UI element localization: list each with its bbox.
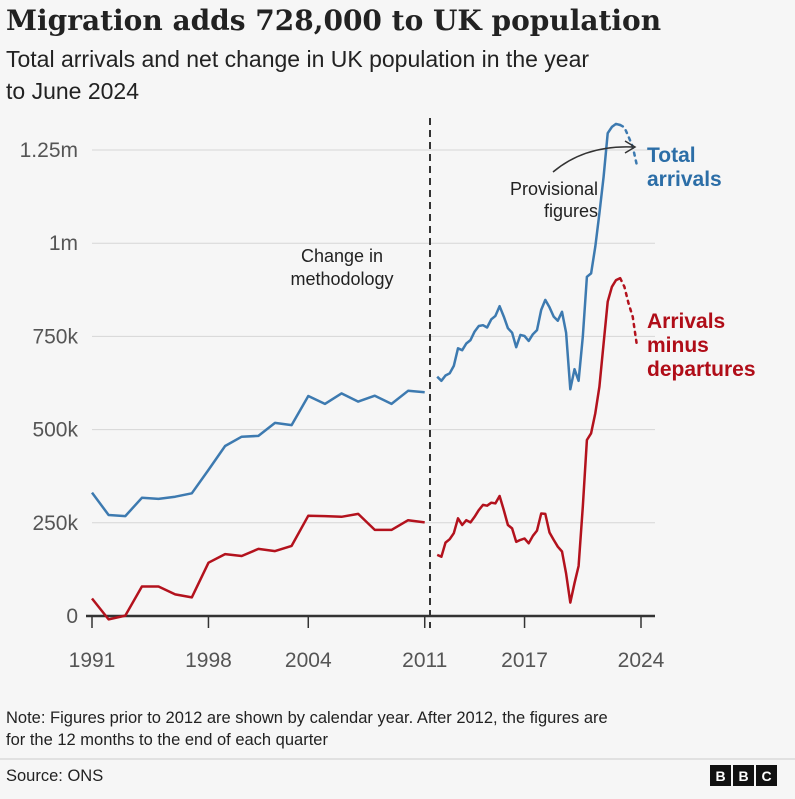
y-tick-label: 750k (32, 325, 78, 348)
svg-text:B: B (738, 768, 748, 784)
x-tick-label: 1998 (185, 649, 232, 672)
total-arrivals-line-quarterly (436, 122, 621, 391)
methodology-annotation: methodology (290, 269, 393, 289)
net-migration-label: minus (647, 334, 709, 357)
y-axis: 0 250k 500k 750k 1m 1.25m (20, 139, 79, 628)
y-tick-label: 500k (32, 419, 78, 442)
methodology-annotation: Change in (301, 246, 383, 266)
y-tick-label: 1m (49, 232, 78, 255)
net-migration-line-calendar-year (91, 512, 425, 621)
net-migration-label: Arrivals (647, 310, 725, 333)
total-arrivals-line-provisional (618, 123, 639, 167)
y-tick-label: 250k (32, 512, 78, 535)
y-tick-label: 0 (66, 605, 78, 628)
x-tick-label: 1991 (69, 649, 116, 672)
total-arrivals-line-calendar-year (90, 389, 425, 518)
x-tick-label: 2004 (285, 649, 332, 672)
bbc-logo: B B C (710, 765, 777, 786)
net-migration-line-provisional (618, 276, 639, 346)
source-label: Source: ONS (6, 767, 103, 785)
net-migration-label: departures (647, 358, 756, 381)
svg-text:B: B (715, 768, 725, 784)
total-arrivals-label: arrivals (647, 168, 722, 191)
x-tick-label: 2024 (618, 649, 665, 672)
provisional-arrow (552, 146, 634, 173)
x-tick-label: 2011 (402, 649, 447, 672)
series-lines (90, 122, 639, 621)
chart-subtitle-line1: Total arrivals and net change in UK popu… (6, 46, 589, 72)
provisional-annotation: Provisional (510, 179, 598, 199)
net-migration-line-quarterly (436, 277, 621, 604)
total-arrivals-label: Total (647, 144, 696, 167)
x-tick-label: 2017 (501, 649, 548, 672)
svg-text:C: C (761, 768, 771, 784)
gridlines (86, 149, 655, 628)
y-tick-label: 1.25m (20, 139, 78, 162)
chart-title: Migration adds 728,000 to UK population (6, 4, 661, 37)
chart-subtitle-line2: to June 2024 (6, 78, 139, 104)
x-axis: 1991 1998 2004 2011 2017 2024 (69, 649, 665, 672)
footnote: Note: Figures prior to 2012 are shown by… (6, 709, 608, 727)
arrow-head-icon (624, 140, 637, 154)
provisional-annotation: figures (544, 201, 598, 221)
footnote: for the 12 months to the end of each qua… (6, 731, 328, 749)
